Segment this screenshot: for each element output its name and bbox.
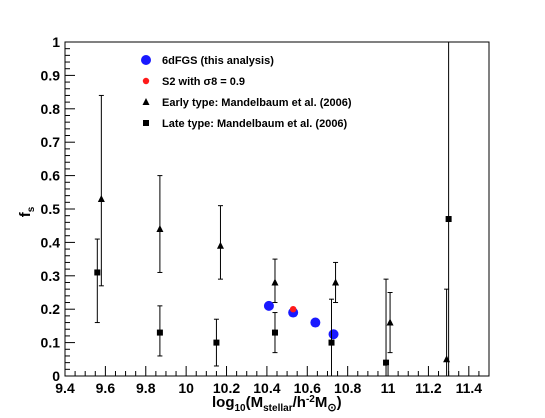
y-tick-label: 0 — [52, 368, 60, 384]
data-point-triangle — [271, 278, 279, 286]
legend-marker-triangle — [142, 98, 150, 105]
y-tick-label: 1 — [52, 34, 60, 50]
data-point-square — [445, 216, 452, 223]
y-tick-label: 0.9 — [41, 67, 61, 83]
legend-label: Late type: Mandelbaum et al. (2006) — [162, 118, 348, 130]
tick-labels: 9.4 9.6 9.8 10 10.2 10.4 10.6 10.8 11 11.2 11.400.… — [41, 34, 483, 396]
legend-marker-small-circle — [142, 77, 150, 85]
data-point-square — [156, 329, 163, 336]
y-tick-label: 0.1 — [41, 335, 61, 351]
y-tick-label: 0.6 — [41, 168, 61, 184]
legend-marker-circle — [141, 55, 151, 65]
x-tick-label: 11.2 — [415, 380, 442, 396]
legend-label: 6dFGS (this analysis) — [162, 55, 274, 67]
data-point-triangle — [97, 194, 105, 202]
data-point-circle — [328, 329, 339, 340]
x-tick-label: 10.6 — [294, 380, 321, 396]
data-point-circle — [263, 300, 274, 311]
plot-frame — [64, 41, 490, 377]
data-point-square — [328, 339, 335, 346]
legend-label: S2 with σ8 = 0.9 — [162, 76, 245, 88]
y-tick-label: 0.8 — [41, 101, 61, 117]
y-tick-label: 0.3 — [41, 268, 61, 284]
x-tick-label: 10.2 — [213, 380, 240, 396]
x-tick-label: 10.4 — [253, 380, 280, 396]
x-tick-label: 11.4 — [456, 380, 483, 396]
data-point-triangle — [216, 241, 224, 249]
x-tick-label: 9.6 — [96, 380, 116, 396]
data-point-triangle — [156, 225, 164, 233]
x-tick-label: 11 — [381, 380, 396, 396]
legend: 6dFGS (this analysis) S2 with σ8 = 0.9 Ear… — [141, 55, 352, 130]
y-tick-label: 0.5 — [41, 201, 61, 217]
y-tick-label: 0.2 — [41, 301, 61, 317]
x-tick-label: 9.8 — [136, 380, 156, 396]
data-point-triangle — [332, 278, 340, 286]
data-point-small-circle — [289, 306, 297, 313]
legend-label: Early type: Mandelbaum et al. (2006) — [162, 97, 352, 109]
y-axis-title: fs — [17, 206, 37, 217]
data-point-circle — [310, 317, 321, 328]
x-tick-label: 10 — [178, 380, 194, 396]
y-tick-label: 0.7 — [41, 134, 61, 150]
data-point-square — [213, 339, 220, 346]
x-tick-label: 10.8 — [334, 380, 361, 396]
data-point-square — [271, 329, 278, 336]
y-tick-label: 0.4 — [41, 234, 61, 250]
x-axis-title: log10(Mstellar/h-2M⊙) — [212, 394, 342, 414]
data-point-square — [383, 359, 390, 366]
data-point-square — [94, 269, 101, 276]
data-point-triangle — [386, 318, 394, 326]
data-marks — [94, 41, 452, 377]
legend-marker-square — [143, 120, 149, 126]
axis-ticks — [64, 41, 490, 377]
x-tick-label: 9.4 — [55, 380, 75, 396]
